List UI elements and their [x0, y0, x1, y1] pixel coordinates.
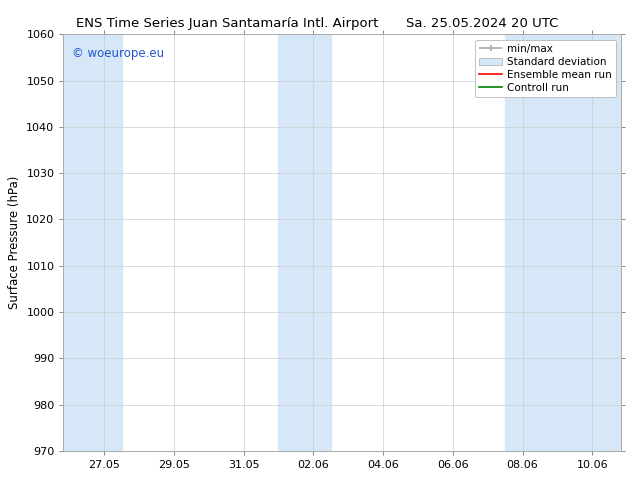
Bar: [278, 34, 331, 451]
Bar: [63, 34, 122, 451]
Text: Sa. 25.05.2024 20 UTC: Sa. 25.05.2024 20 UTC: [406, 17, 558, 30]
Text: ENS Time Series Juan Santamaría Intl. Airport: ENS Time Series Juan Santamaría Intl. Ai…: [76, 17, 378, 30]
Text: © woeurope.eu: © woeurope.eu: [72, 47, 164, 60]
Bar: [557, 34, 621, 451]
Bar: [505, 34, 557, 451]
Legend: min/max, Standard deviation, Ensemble mean run, Controll run: min/max, Standard deviation, Ensemble me…: [475, 40, 616, 97]
Y-axis label: Surface Pressure (hPa): Surface Pressure (hPa): [8, 176, 21, 309]
